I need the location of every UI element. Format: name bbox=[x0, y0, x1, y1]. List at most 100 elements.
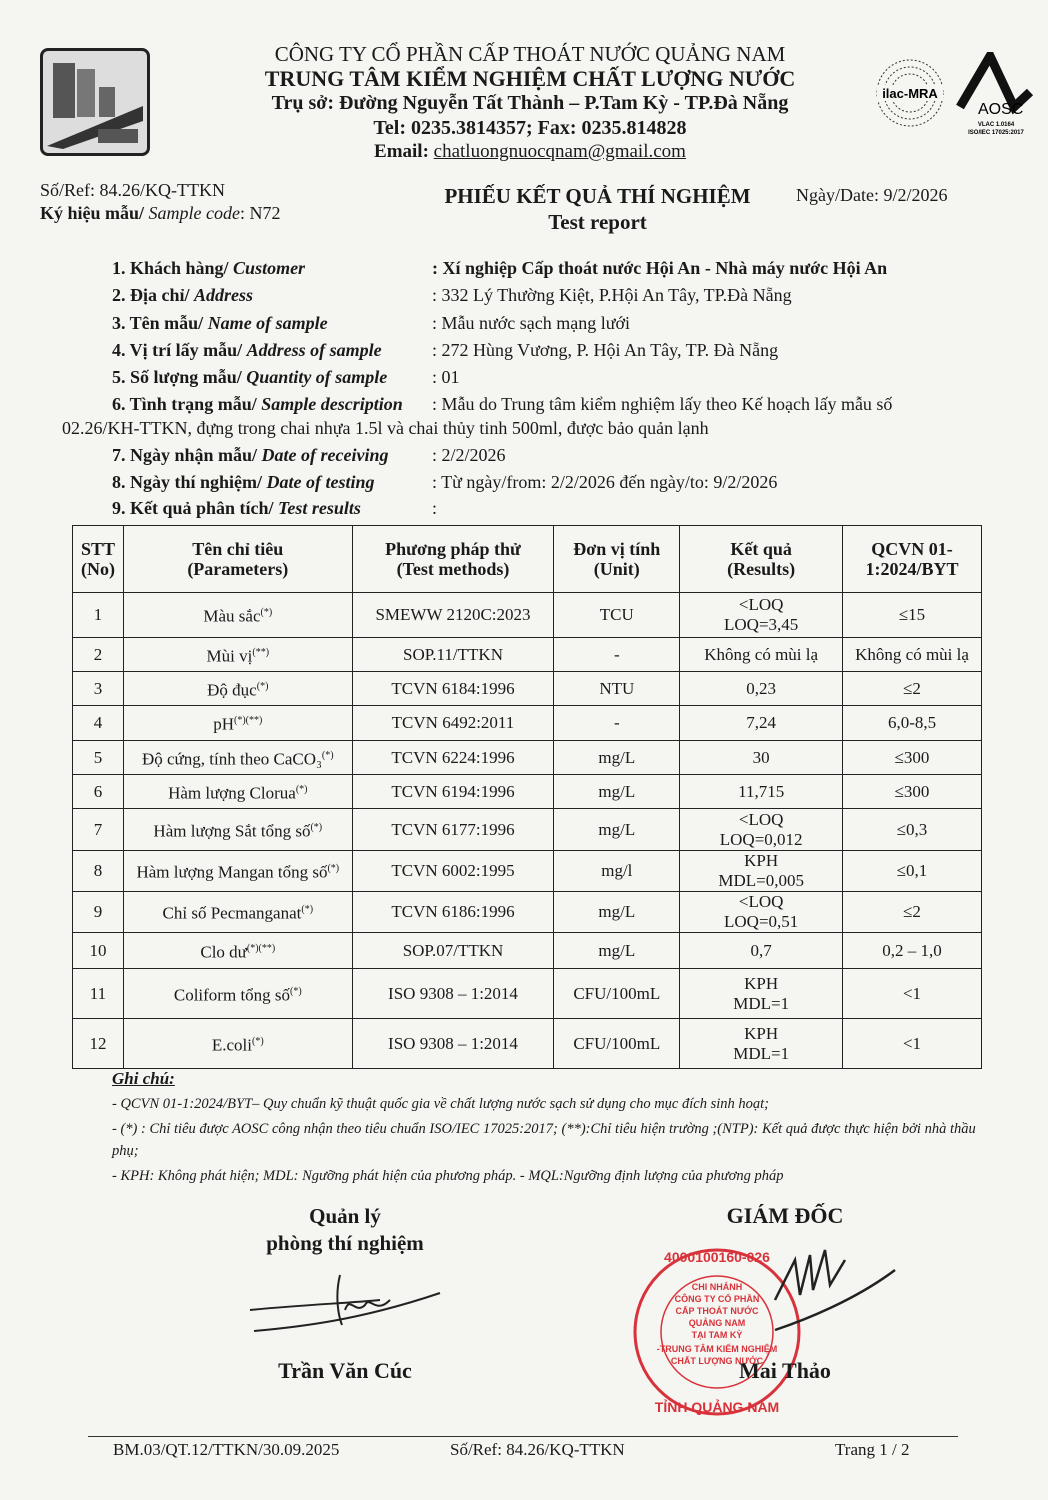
cell-method: ISO 9308 – 1:2014 bbox=[351, 968, 555, 1019]
notes: Ghi chú: - QCVN 01-1:2024/BYT– Quy chuẩn… bbox=[112, 1068, 992, 1187]
info-label-vn: 7. Ngày nhận mẫu/ bbox=[112, 445, 258, 465]
cell-limit: ≤300 bbox=[842, 740, 982, 775]
cell-unit: mg/L bbox=[553, 774, 681, 809]
info-label-en: Address bbox=[194, 285, 254, 305]
footer-divider bbox=[88, 1436, 958, 1437]
parameter-name: Độ cứng, tính theo CaCO₃ bbox=[141, 749, 322, 769]
cell-parameter: Clo dư(*)(**) bbox=[122, 932, 353, 969]
parameter-footnote: (*) bbox=[260, 607, 273, 619]
info-value: : 01 bbox=[432, 367, 460, 387]
info-label-en: Date of testing bbox=[266, 472, 375, 492]
company-email-line: Email: chatluongnuocqnam@gmail.com bbox=[200, 141, 860, 163]
parameter-footnote: (*) bbox=[301, 904, 314, 916]
cell-method: SOP.07/TTKN bbox=[351, 932, 555, 969]
table-row: 5 Độ cứng, tính theo CaCO₃(*) TCVN 6224:19… bbox=[72, 740, 982, 775]
svg-text:CẤP THOÁT NƯỚC: CẤP THOÁT NƯỚC bbox=[676, 1305, 759, 1316]
cell-method: TCVN 6224:1996 bbox=[351, 740, 555, 775]
sample-code-label: Ký hiệu mẫu/ bbox=[40, 203, 145, 223]
info-row: 1. Khách hàng/ Customer: Xí nghiệp Cấp t… bbox=[112, 258, 887, 279]
cell-limit: ≤2 bbox=[842, 671, 982, 706]
center-name: TRUNG TÂM KIỂM NGHIỆM CHẤT LƯỢNG NƯỚC bbox=[264, 66, 796, 91]
info-row: 7. Ngày nhận mẫu/ Date of receiving: 2/2… bbox=[112, 445, 506, 466]
info-value: : 2/2/2026 bbox=[432, 445, 506, 465]
lab-manager-title: Quản lý phòng thí nghiệm bbox=[230, 1203, 460, 1257]
cell-result: KPH MDL=0,005 bbox=[679, 850, 844, 892]
cell-parameter: Coliform tổng số(*) bbox=[122, 968, 353, 1019]
cell-method: TCVN 6492:2011 bbox=[351, 705, 555, 741]
cell-parameter: Hàm lượng Sắt tổng số(*) bbox=[122, 808, 353, 851]
table-row: 8 Hàm lượng Mangan tổng số(*) TCVN 6002:19… bbox=[72, 850, 982, 892]
cell-parameter: Hàm lượng Clorua(*) bbox=[122, 774, 353, 809]
company-address: Trụ sở: Đường Nguyễn Tất Thành – P.Tam K… bbox=[271, 92, 789, 114]
parameter-footnote: (*) bbox=[310, 821, 323, 833]
table-row: 9 Chỉ số Pecmanganat(*) TCVN 6186:1996 mg/L… bbox=[72, 891, 982, 933]
cell-result: 0,7 bbox=[679, 932, 844, 969]
table-row: 10 Clo dư(*)(**) SOP.07/TTKN mg/L 0,7 0,2 – 1… bbox=[72, 932, 982, 969]
cell-limit: ≤0,3 bbox=[842, 808, 982, 851]
company-phone: Tel: 0235.3814357; Fax: 0235.814828 bbox=[373, 117, 687, 139]
parameter-name: Mùi vị bbox=[206, 646, 253, 666]
cell-no: 5 bbox=[72, 740, 124, 775]
note-line: - QCVN 01-1:2024/BYT– Quy chuẩn kỹ thuật… bbox=[112, 1096, 769, 1112]
cell-result: <LOQ LOQ=3,45 bbox=[679, 592, 844, 638]
note-line: - (*) : Chỉ tiêu được AOSC công nhận the… bbox=[112, 1121, 976, 1159]
parameter-footnote: (*) bbox=[290, 985, 302, 997]
cell-parameter: Chỉ số Pecmanganat(*) bbox=[122, 891, 353, 933]
info-row: 5. Số lượng mẫu/ Quantity of sample: 01 bbox=[112, 367, 460, 388]
cell-parameter: E.coli(*) bbox=[122, 1018, 353, 1069]
svg-text:4000100160-026: 4000100160-026 bbox=[664, 1249, 770, 1265]
column-header: STT (No) bbox=[72, 525, 124, 593]
director-title: GIÁM ĐỐC bbox=[726, 1203, 844, 1228]
column-header: Đơn vị tính (Unit) bbox=[553, 525, 681, 593]
column-header: Tên chỉ tiêu (Parameters) bbox=[122, 525, 353, 593]
email-label: Email: bbox=[374, 141, 429, 162]
report-date: Ngày/Date: 9/2/2026 bbox=[796, 185, 948, 205]
info-value: : 272 Hùng Vương, P. Hội An Tây, TP. Đà … bbox=[432, 340, 779, 360]
svg-text:ilac-MRA: ilac-MRA bbox=[882, 86, 938, 101]
info-label-vn: 2. Địa chỉ/ bbox=[112, 285, 190, 305]
cell-limit: <1 bbox=[842, 968, 982, 1019]
info-label: 4. Vị trí lấy mẫu/ Address of sample bbox=[112, 340, 432, 361]
ilac-mra-logo: ilac-MRA bbox=[875, 55, 945, 131]
info-label: 5. Số lượng mẫu/ Quantity of sample bbox=[112, 367, 432, 388]
column-header: Phương pháp thử (Test methods) bbox=[351, 525, 555, 593]
report-title: PHIẾU KẾT QUẢ THÍ NGHIỆM Test report bbox=[440, 183, 755, 235]
cell-unit: - bbox=[553, 705, 681, 741]
parameter-name: pH bbox=[213, 714, 235, 734]
parameter-footnote: (*) bbox=[256, 680, 269, 692]
info-label: 2. Địa chỉ/ Address bbox=[112, 285, 432, 306]
cell-unit: mg/L bbox=[553, 808, 681, 851]
cell-no: 12 bbox=[72, 1018, 124, 1069]
table-row: 4 pH(*)(**) TCVN 6492:2011-7,24 6,0-8,5 bbox=[72, 705, 982, 741]
info-label-vn: 9. Kết quả phân tích/ bbox=[112, 498, 274, 518]
cell-no: 9 bbox=[72, 891, 124, 933]
cell-limit: Không có mùi lạ bbox=[842, 637, 982, 672]
cell-result: <LOQ LOQ=0,51 bbox=[679, 891, 844, 933]
cell-unit: TCU bbox=[553, 592, 681, 638]
info-label-vn: 8. Ngày thí nghiệm/ bbox=[112, 472, 263, 492]
director-name: Mai Thảo bbox=[739, 1358, 831, 1383]
email-link[interactable]: chatluongnuocqnam@gmail.com bbox=[433, 141, 686, 162]
cell-limit: ≤2 bbox=[842, 891, 982, 933]
cell-limit: 0,2 – 1,0 bbox=[842, 932, 982, 969]
info-label: 1. Khách hàng/ Customer bbox=[112, 258, 432, 279]
table-header-row: STT (No) Tên chỉ tiêu (Parameters) Phương … bbox=[72, 525, 982, 593]
cell-result: 11,715 bbox=[679, 774, 844, 809]
info-label: 6. Tình trạng mẫu/ Sample description bbox=[112, 394, 432, 415]
cell-unit: CFU/100mL bbox=[553, 1018, 681, 1069]
cell-no: 2 bbox=[72, 637, 124, 672]
info-label-en: Quantity of sample bbox=[246, 367, 388, 387]
company-logo bbox=[40, 48, 150, 156]
cell-unit: mg/l bbox=[553, 850, 681, 892]
info-value: : 332 Lý Thường Kiệt, P.Hội An Tây, TP.Đ… bbox=[432, 285, 792, 305]
svg-text:CHI NHÁNH: CHI NHÁNH bbox=[692, 1282, 743, 1292]
info-label-vn: 1. Khách hàng/ bbox=[112, 258, 229, 278]
info-row: 6. Tình trạng mẫu/ Sample description: M… bbox=[112, 394, 892, 415]
lab-manager-signature bbox=[249, 1274, 441, 1332]
info-label: 7. Ngày nhận mẫu/ Date of receiving bbox=[112, 445, 432, 466]
info-label-en: Customer bbox=[233, 258, 306, 278]
cell-result: 30 bbox=[679, 740, 844, 775]
table-row: 11 Coliform tổng số(*) ISO 9308 – 1:2014 CF… bbox=[72, 968, 982, 1019]
parameter-name: E.coli bbox=[211, 1035, 253, 1055]
cell-no: 6 bbox=[72, 774, 124, 809]
